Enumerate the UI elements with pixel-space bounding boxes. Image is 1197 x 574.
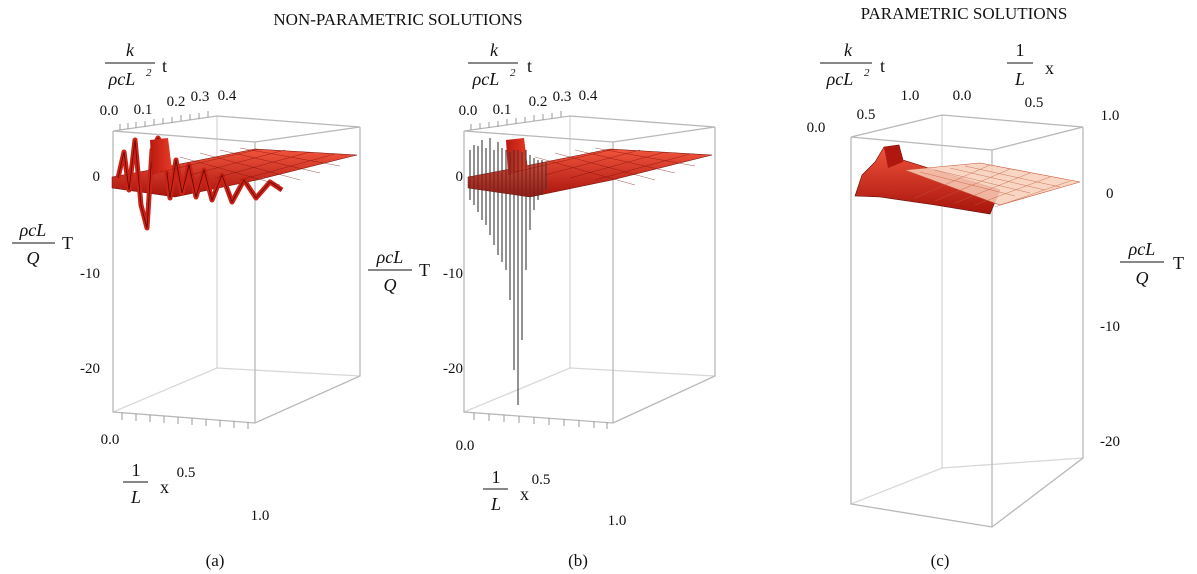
t-label-superscript: 2: [146, 67, 152, 79]
t-tick-label: 0.2: [167, 94, 186, 110]
panel-a-t-label: k ρcL 2 t: [105, 40, 167, 89]
title-nonparametric: NON-PARAMETRIC SOLUTIONS: [273, 10, 522, 29]
panel-c-t-ticks: 0.0 0.5 1.0: [807, 88, 920, 136]
x-label-variable: x: [520, 484, 529, 504]
T-tick-label: -10: [443, 266, 463, 282]
panel-b: k ρcL 2 t 0.0 0.1 0.2 0.3 0.4 ρcL Q T 0 …: [368, 40, 716, 570]
panel-b-T-ticks: 0 -10 -20: [443, 169, 463, 377]
T-label-variable: T: [1173, 253, 1184, 273]
t-label-variable: t: [880, 56, 885, 76]
T-label-numerator: ρcL: [19, 220, 47, 240]
panel-c-caption: (c): [931, 551, 950, 570]
panel-a-T-ticks: 0 -10 -20: [80, 169, 100, 377]
x-tick-label: 0.0: [953, 88, 972, 104]
panel-b-x-ticks: 0.0 0.5 1.0: [456, 438, 627, 529]
panel-b-t-label: k ρcL 2 t: [468, 40, 532, 89]
panel-c-surface: [854, 144, 1081, 215]
t-label-superscript: 2: [864, 67, 870, 79]
T-label-variable: T: [419, 260, 430, 280]
t-label-variable: t: [527, 56, 532, 76]
t-tick-label: 0.0: [459, 103, 478, 119]
panel-b-caption: (b): [568, 551, 588, 570]
t-tick-label: 0.4: [218, 88, 237, 104]
T-tick-label: 0: [1106, 186, 1114, 202]
panel-c: k ρcL 2 t 0.0 0.5 1.0 1 L x 0.0 0.5 1.0 …: [807, 40, 1184, 570]
T-tick-label: -20: [443, 361, 463, 377]
panel-a-caption: (a): [206, 551, 225, 570]
T-label-denominator: Q: [1136, 268, 1149, 288]
x-label-denominator: L: [1014, 69, 1025, 89]
x-tick-label: 0.5: [177, 465, 196, 481]
t-tick-label: 0.0: [807, 120, 826, 136]
panel-a: k ρcL 2 t 0.0 0.1 0.2 0.3 0.4 ρcL Q T 0 …: [12, 40, 361, 570]
panel-b-x-label: 1 L x: [483, 467, 529, 514]
T-label-denominator: Q: [384, 275, 397, 295]
x-label-numerator: 1: [1016, 40, 1025, 60]
t-tick-label: 1.0: [901, 88, 920, 104]
panel-b-ticks: [470, 111, 608, 429]
x-tick-label: 1.0: [251, 508, 270, 524]
panel-c-t-label: k ρcL 2 t: [820, 40, 885, 89]
panel-a-x-ticks: 0.0 0.5 1.0: [101, 432, 270, 524]
t-tick-label: 0.1: [134, 102, 153, 118]
x-label-denominator: L: [490, 494, 501, 514]
panel-a-t-ticks: 0.0 0.1 0.2 0.3 0.4: [100, 88, 237, 119]
t-label-variable: t: [162, 56, 167, 76]
T-label-numerator: ρcL: [1128, 239, 1156, 259]
x-label-numerator: 1: [492, 467, 501, 487]
T-tick-label: 0: [93, 169, 101, 185]
t-label-denominator: ρcL: [472, 69, 500, 89]
T-tick-label: 0: [456, 169, 464, 185]
x-tick-label: 0.0: [101, 432, 120, 448]
t-tick-label: 0.0: [100, 103, 119, 119]
x-tick-label: 0.5: [1025, 95, 1044, 111]
x-label-numerator: 1: [132, 460, 141, 480]
x-tick-label: 0.5: [532, 472, 551, 488]
x-label-variable: x: [1045, 58, 1054, 78]
t-tick-label: 0.5: [857, 107, 876, 123]
panel-c-x-ticks: 0.0 0.5 1.0: [953, 88, 1120, 124]
panel-c-T-label: ρcL Q T: [1120, 239, 1184, 288]
t-label-superscript: 2: [510, 67, 516, 79]
x-tick-label: 0.0: [456, 438, 475, 454]
T-label-denominator: Q: [27, 248, 40, 268]
t-label-denominator: ρcL: [108, 69, 136, 89]
x-label-denominator: L: [130, 487, 141, 507]
title-parametric: PARAMETRIC SOLUTIONS: [861, 4, 1068, 23]
T-tick-label: -20: [80, 361, 100, 377]
t-label-numerator: k: [490, 40, 499, 60]
t-tick-label: 0.3: [553, 89, 572, 105]
T-tick-label: -10: [1100, 319, 1120, 335]
panel-c-x-label: 1 L x: [1007, 40, 1054, 89]
panel-a-x-label: 1 L x: [123, 460, 169, 507]
x-tick-label: 1.0: [608, 513, 627, 529]
panel-a-ticks: [119, 111, 249, 429]
t-tick-label: 0.4: [579, 88, 598, 104]
panel-a-surface: [111, 135, 358, 231]
t-label-denominator: ρcL: [826, 69, 854, 89]
t-tick-label: 0.3: [191, 89, 210, 105]
t-tick-label: 0.1: [493, 102, 512, 118]
panel-b-t-ticks: 0.0 0.1 0.2 0.3 0.4: [459, 88, 598, 119]
T-label-numerator: ρcL: [376, 247, 404, 267]
panel-b-surface: [467, 138, 713, 405]
t-tick-label: 0.2: [529, 94, 548, 110]
t-label-numerator: k: [844, 40, 853, 60]
x-tick-label: 1.0: [1101, 108, 1120, 124]
panel-a-T-label: ρcL Q T: [12, 220, 73, 268]
T-label-variable: T: [62, 233, 73, 253]
t-label-numerator: k: [126, 40, 135, 60]
T-tick-label: -20: [1100, 434, 1120, 450]
panel-b-T-label: ρcL Q T: [368, 247, 430, 295]
x-label-variable: x: [160, 477, 169, 497]
T-tick-label: -10: [80, 266, 100, 282]
panel-c-T-ticks: 0 -10 -20: [1100, 186, 1120, 450]
